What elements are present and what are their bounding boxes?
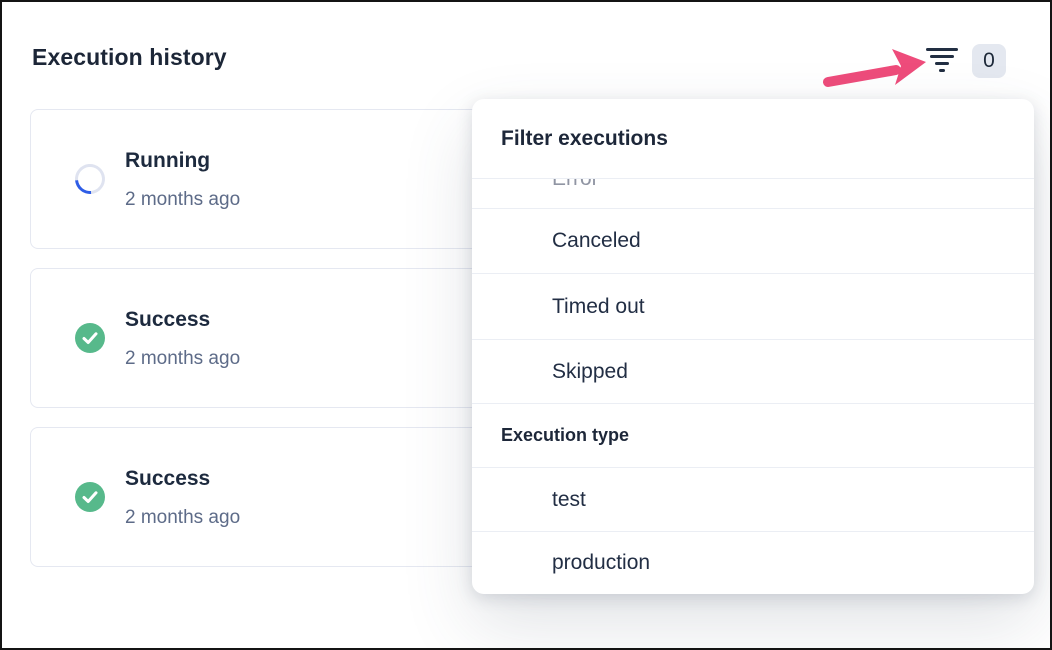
filter-option-label: Skipped [552, 359, 628, 383]
execution-time-label: 2 months ago [125, 347, 241, 369]
filter-option-test[interactable]: test [472, 468, 1034, 532]
success-check-icon [75, 482, 105, 512]
filter-option-label: test [552, 487, 586, 511]
filter-section-execution-type: Execution type [472, 404, 1034, 468]
filter-option-timed-out[interactable]: Timed out [472, 274, 1034, 340]
execution-status-label: Success [125, 307, 211, 331]
filter-funnel-icon [924, 48, 960, 72]
execution-time-label: 2 months ago [125, 506, 241, 528]
filter-count-badge[interactable]: 0 [972, 44, 1006, 78]
filter-option-error-clipped[interactable]: Error [472, 179, 1034, 209]
filter-option-label: Timed out [552, 294, 645, 318]
annotation-arrow-icon [823, 49, 926, 87]
success-check-icon [75, 323, 105, 353]
execution-status-label: Running [125, 148, 211, 172]
filter-option-production[interactable]: production [472, 532, 1034, 594]
filter-executions-dropdown: Filter executions Error Canceled Timed o… [472, 99, 1034, 594]
execution-time-label: 2 months ago [125, 188, 241, 210]
filter-option-label: Error [552, 179, 1034, 193]
filter-option-canceled[interactable]: Canceled [472, 209, 1034, 274]
page-title: Execution history [32, 44, 227, 70]
filter-button[interactable] [924, 48, 960, 76]
execution-status-label: Success [125, 466, 211, 490]
filter-option-label: Canceled [552, 229, 641, 252]
filter-option-skipped[interactable]: Skipped [472, 340, 1034, 404]
filter-panel-title: Filter executions [472, 99, 1034, 179]
filter-count-value: 0 [983, 49, 995, 72]
spinner-icon [68, 157, 112, 201]
filter-option-label: production [552, 551, 651, 574]
